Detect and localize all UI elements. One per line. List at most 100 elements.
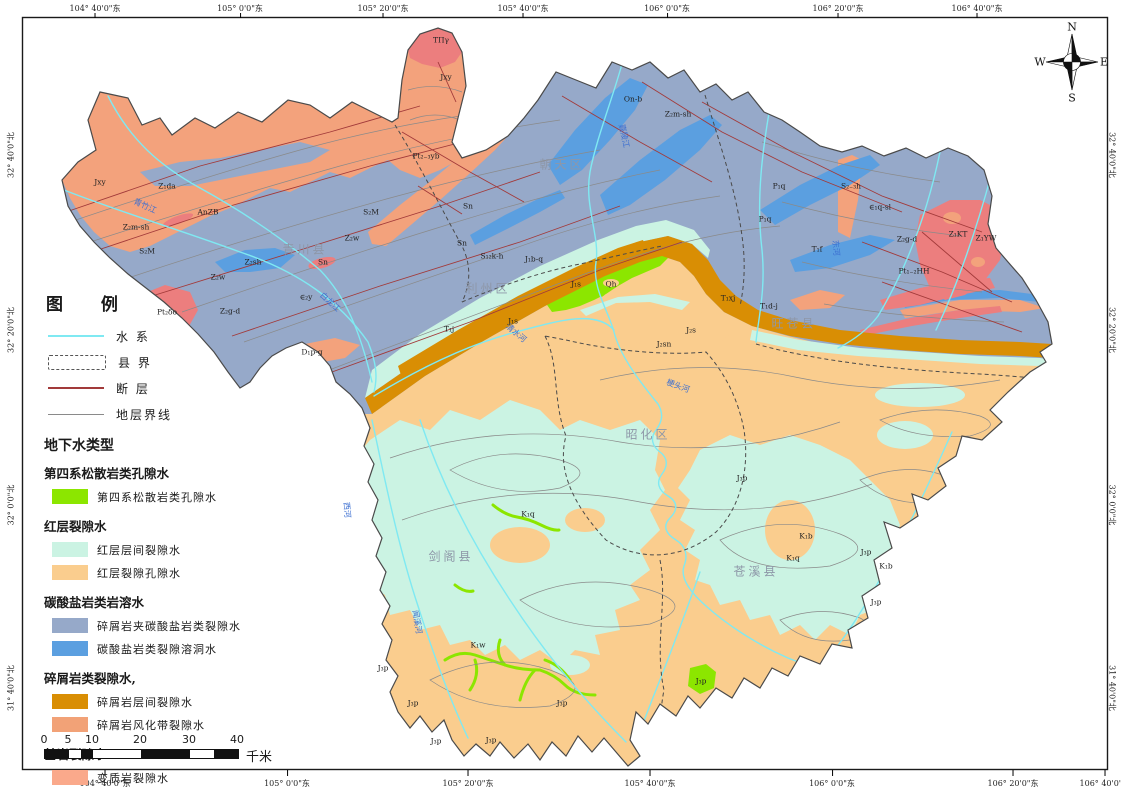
legend: 图 例 水 系 县 界 断 层 地层界线 地下水类型 第四系松散岩类孔隙水 第四… — [44, 290, 294, 793]
geologic-unit-label: ∈₂y — [299, 292, 313, 302]
geologic-unit-label: J₂sn — [656, 339, 672, 349]
geologic-unit-label: Z₂m-sh — [664, 109, 692, 119]
geologic-unit-label: Jxy — [440, 72, 452, 82]
longitude-label: 106° 20'0"东 — [987, 770, 1039, 788]
latitude-label: 31° 40'0"北 — [6, 665, 16, 711]
longitude-label: 106° 40'0"东 — [951, 4, 1003, 18]
geologic-unit-label: Sn — [463, 201, 473, 211]
scale-tick-label: 30 — [182, 733, 196, 746]
longitude-label: 105° 20'0"东 — [442, 770, 494, 788]
county-name-label: 朝天区 — [539, 157, 585, 172]
geologic-unit-label: J₃p — [377, 663, 389, 673]
compass-west-label: W — [1034, 55, 1046, 69]
legend-item: 碎屑岩夹碳酸盐岩类裂隙水 — [44, 614, 294, 637]
legend-item: 红层裂隙孔隙水 — [44, 561, 294, 584]
compass-north-label: N — [1067, 20, 1077, 34]
river-name-label: 西河 — [341, 501, 353, 519]
color-swatch — [52, 694, 88, 709]
group-heading-quaternary: 第四系松散岩类孔隙水 — [44, 466, 170, 481]
geologic-unit-label: J₃p — [430, 736, 442, 746]
color-swatch — [52, 770, 88, 785]
geologic-unit-label: Sn — [457, 238, 467, 248]
geologic-unit-label: Z₁YW — [975, 233, 997, 243]
county-name-label: 苍溪县 — [733, 564, 779, 579]
geologic-unit-label: Pt₂₋₃yb — [412, 151, 440, 161]
geologic-unit-label: S₂₋₃h — [841, 181, 861, 191]
longitude-label: 105° 20'0"东 — [357, 4, 409, 18]
geologic-unit-label: P₁q — [772, 181, 786, 191]
water-line-icon — [48, 335, 104, 337]
legend-item: 红层层间裂隙水 — [44, 538, 294, 561]
group-heading-clastic: 碎屑岩类裂隙水, — [44, 671, 136, 686]
legend-item-stratum-boundary: 地层界线 — [44, 401, 294, 427]
geologic-unit-label: S₁₂k-h — [480, 251, 504, 261]
geologic-unit-label: J₁b-q — [524, 254, 544, 264]
color-swatch — [52, 489, 88, 504]
geologic-unit-label: Z₂w — [210, 272, 226, 282]
geologic-unit-label: S₂M — [139, 246, 155, 256]
latitude-label: 32° 20'0"北 — [1107, 307, 1117, 353]
geologic-unit-label: T₁j — [443, 324, 455, 334]
county-name-label: 旺苍县 — [771, 316, 817, 331]
geologic-unit-label: ∈₁q-sl — [868, 202, 892, 212]
geologic-unit-label: Sn — [318, 257, 328, 267]
fault-lines — [65, 61, 1023, 373]
legend-title: 图 例 — [46, 295, 134, 315]
geologic-unit-label: J₁s — [508, 316, 518, 326]
latitude-label: 32° 40'0"北 — [6, 132, 16, 178]
latitude-label: 32° 40'0"北 — [1107, 132, 1117, 178]
geologic-unit-label: Z₂g-d — [219, 306, 241, 316]
county-boundary-box-icon — [48, 354, 106, 370]
legend-item: 变质岩裂隙水 — [44, 766, 294, 789]
legend-item: 岩浆岩裂隙水 — [44, 789, 294, 793]
geologic-unit-label: Z₂w — [344, 233, 360, 243]
legend-item: 第四系松散岩类孔隙水 — [44, 485, 294, 508]
geologic-unit-label: Z₁KT — [948, 229, 968, 239]
scale-bar: 0 5 10 20 30 40 千米 — [40, 733, 324, 769]
longitude-label: 105° 40'0"东 — [624, 770, 676, 788]
geologic-unit-label: AnZB — [197, 207, 219, 217]
latitude-label: 32° 0'0"北 — [6, 484, 16, 526]
compass-east-label: E — [1099, 55, 1109, 69]
geologic-unit-label: D₁p-g — [301, 347, 323, 357]
geologic-unit-label: J₃p — [870, 597, 882, 607]
geologic-unit-label: Z₂m-sh — [122, 222, 150, 232]
latitude-label: 31° 40'0"北 — [1107, 665, 1117, 711]
groundwater-type-title: 地下水类型 — [44, 438, 114, 454]
fault-line-icon — [48, 387, 104, 389]
scale-tick-label: 0 — [40, 733, 48, 746]
color-swatch — [52, 542, 88, 557]
geologic-unit-label: T₁d-j — [760, 301, 778, 311]
geologic-unit-label: S₂M — [363, 207, 379, 217]
compass-south-label: S — [1068, 91, 1076, 105]
county-name-label: 剑阁县 — [428, 549, 474, 564]
river-lines — [63, 63, 993, 745]
scale-tick-label: 5 — [64, 733, 72, 746]
map-frame — [21, 16, 1109, 771]
longitude-label: 106° 0'0"东 — [644, 4, 690, 18]
color-swatch — [52, 618, 88, 633]
legend-item: 碎屑岩层间裂隙水 — [44, 690, 294, 713]
prefecture-outline — [61, 27, 1053, 767]
longitude-label: 105° 40'0"东 — [497, 4, 549, 18]
scale-bar-graphic — [44, 749, 239, 759]
geologic-unit-label: P₁q — [758, 214, 772, 224]
geologic-unit-label: K₁q — [521, 509, 535, 519]
longitude-label: 104° 40'0"东 — [79, 770, 131, 788]
geologic-unit-label: Z₂sh — [244, 257, 262, 267]
geologic-unit-label: Z₁da — [158, 181, 176, 191]
legend-item: 碎屑岩风化带裂隙水 — [44, 713, 294, 736]
scale-tick-label: 20 — [133, 733, 147, 746]
geologic-unit-label: Pt₂δo — [156, 307, 178, 317]
geologic-unit-label: On-b — [623, 94, 643, 104]
geologic-unit-label: K₁b — [799, 531, 813, 541]
scale-tick-label: 10 — [85, 733, 99, 746]
legend-item-water-system: 水 系 — [44, 323, 294, 349]
stratum-line-icon — [48, 413, 104, 415]
geologic-unit-label: Qh — [605, 279, 617, 289]
geologic-unit-label: J₂s — [686, 325, 696, 335]
longitude-label: 105° 0'0"东 — [217, 4, 263, 18]
geologic-unit-label: K₁q — [786, 553, 800, 563]
